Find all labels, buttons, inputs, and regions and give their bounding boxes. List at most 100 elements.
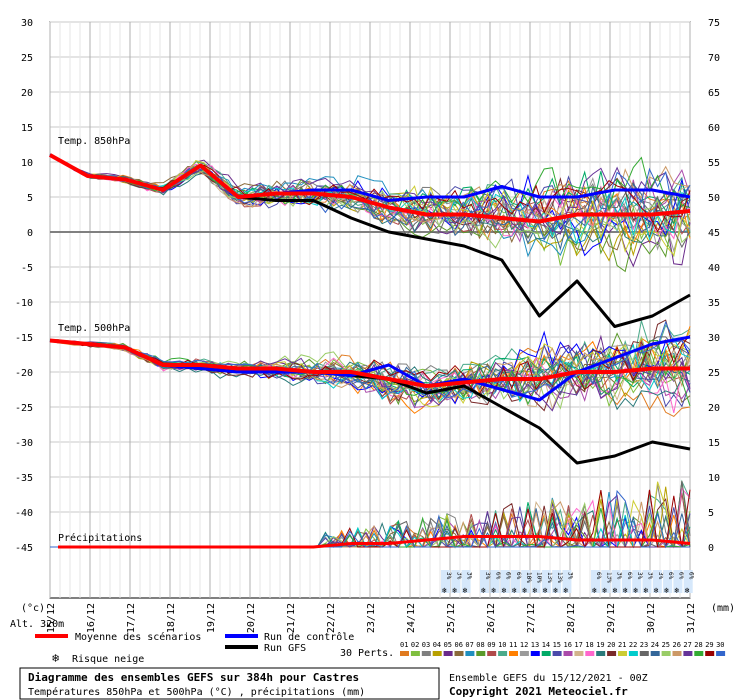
date-tick-label: 15/12 <box>46 603 57 633</box>
pert-number: 13 <box>531 641 539 649</box>
pert-swatch <box>465 651 475 656</box>
snow-pct: 3% <box>445 572 452 580</box>
left-tick-label: -45 <box>15 543 33 554</box>
pert-swatch <box>498 651 508 656</box>
pert-number: 14 <box>542 641 550 649</box>
pert-number: 07 <box>465 641 473 649</box>
legend-perts-label: 30 Perts. <box>340 648 394 659</box>
pert-swatch <box>661 651 671 656</box>
pert-number: 12 <box>520 641 528 649</box>
left-tick-label: -30 <box>15 438 33 449</box>
right-tick-label: 75 <box>708 18 720 29</box>
snow-cell <box>521 570 531 593</box>
snow-pct: 6% <box>626 572 633 580</box>
left-tick-label: 15 <box>21 123 33 134</box>
pert-number: 06 <box>455 641 463 649</box>
chart-title: Diagramme des ensembles GEFS sur 384h po… <box>28 671 359 684</box>
pert-swatch <box>476 651 486 656</box>
date-tick-label: 16/12 <box>86 603 97 633</box>
panel-label-t500: Temp. 500hPa <box>58 323 130 334</box>
pert-number: 03 <box>422 641 430 649</box>
snow-pct: 3% <box>484 572 491 580</box>
snow-flake-icon: ❄ <box>685 586 690 595</box>
left-tick-label: -20 <box>15 368 33 379</box>
snow-pct: 6% <box>677 572 684 580</box>
left-tick-label: 25 <box>21 53 33 64</box>
snow-cell <box>480 570 489 593</box>
legend-snow-label: Risque neige <box>72 654 144 665</box>
right-tick-label: 40 <box>708 263 720 274</box>
right-tick-label: 65 <box>708 88 720 99</box>
snow-cell <box>490 570 500 593</box>
altitude-label: Alt. 320m <box>10 619 64 630</box>
left-tick-label: 0 <box>27 228 33 239</box>
pert-number: 09 <box>487 641 495 649</box>
snow-flake-icon: ❄ <box>563 586 568 595</box>
left-tick-label: 20 <box>21 88 33 99</box>
snow-flake-icon: ❄ <box>502 586 507 595</box>
snow-cell <box>461 570 471 593</box>
snow-cell <box>663 570 673 593</box>
snow-cell <box>500 570 510 593</box>
pert-number: 27 <box>683 641 691 649</box>
snow-flake-icon: ❄ <box>533 586 538 595</box>
date-tick-label: 26/12 <box>486 603 497 633</box>
pert-number: 19 <box>596 641 604 649</box>
pert-number: 18 <box>585 641 593 649</box>
snow-pct: 3% <box>466 572 473 580</box>
snowflake-icon: ❄ <box>52 651 59 665</box>
pert-swatch <box>530 651 540 656</box>
right-tick-label: 25 <box>708 368 720 379</box>
right-tick-label: 60 <box>708 123 720 134</box>
pert-number: 10 <box>498 641 506 649</box>
snow-pct: 3% <box>616 572 623 580</box>
pert-number: 30 <box>716 641 724 649</box>
pert-swatch <box>410 651 420 656</box>
snow-pct: 6% <box>595 572 602 580</box>
date-tick-label: 30/12 <box>646 603 657 633</box>
snow-cell <box>451 570 461 593</box>
pert-swatch <box>596 651 606 656</box>
pert-number: 23 <box>640 641 648 649</box>
pert-swatch <box>607 651 617 656</box>
right-tick-label: 55 <box>708 158 720 169</box>
snow-flake-icon: ❄ <box>543 586 548 595</box>
pert-850-line <box>49 154 691 241</box>
snow-flake-icon: ❄ <box>664 586 669 595</box>
right-tick-label: 5 <box>708 508 714 519</box>
snow-pct: 3% <box>647 572 654 580</box>
pert-number: 29 <box>705 641 713 649</box>
main-series <box>49 153 691 549</box>
left-tick-label: 10 <box>21 158 33 169</box>
pert-swatch <box>509 651 518 656</box>
snow-cell <box>601 570 611 593</box>
pert-swatch <box>563 651 573 656</box>
snow-pct: 3% <box>455 572 462 580</box>
pert-swatch <box>574 651 584 656</box>
left-tick-label: 5 <box>27 193 33 204</box>
chart-grid <box>49 21 691 599</box>
right-tick-label: 0 <box>708 543 714 554</box>
pert-number: 21 <box>618 641 626 649</box>
right-tick-label: 10 <box>708 473 720 484</box>
pert-swatch <box>639 651 649 656</box>
date-tick-label: 31/12 <box>686 603 697 633</box>
date-tick-label: 23/12 <box>366 603 377 633</box>
right-tick-label: 20 <box>708 403 720 414</box>
date-tick-label: 22/12 <box>326 603 337 633</box>
left-unit-label: (°c) <box>21 603 45 614</box>
mean-precip-line <box>58 535 691 549</box>
snow-pct: 3% <box>657 572 664 580</box>
pert-swatch <box>541 651 551 656</box>
pert-number: 05 <box>444 641 452 649</box>
snow-cell <box>531 570 541 593</box>
snow-cell <box>673 570 683 593</box>
date-tick-label: 19/12 <box>206 603 217 633</box>
date-tick-label: 18/12 <box>166 603 177 633</box>
snow-flake-icon: ❄ <box>592 586 597 595</box>
chart-subtitle: Températures 850hPa et 500hPa (°C) , pré… <box>28 686 365 698</box>
left-tick-label: -25 <box>15 403 33 414</box>
pert-number: 08 <box>476 641 484 649</box>
snow-flake-icon: ❄ <box>553 586 558 595</box>
mean-850-line <box>49 153 691 224</box>
